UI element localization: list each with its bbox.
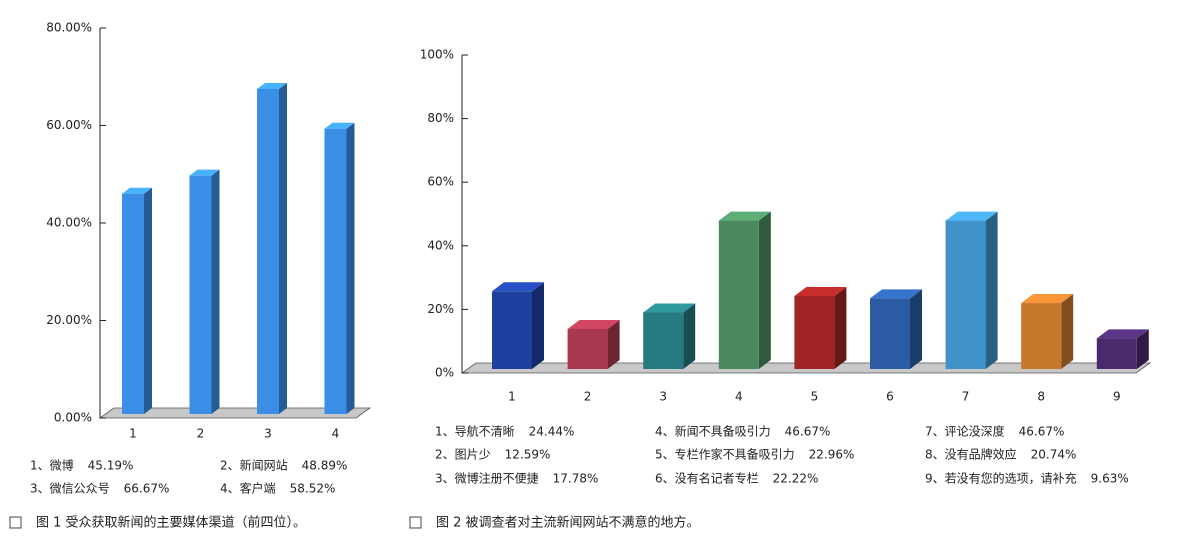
- bar-top: [718, 211, 771, 221]
- bar-side: [1061, 294, 1074, 369]
- y-tick-label: 60%: [427, 175, 454, 189]
- caption: 图 1 受众获取新闻的主要媒体渠道（前四位）。: [36, 515, 306, 531]
- y-tick-label: 40%: [427, 238, 454, 252]
- bar: [1096, 338, 1137, 369]
- legend-value: 22.96%: [809, 448, 855, 462]
- bar-side: [279, 82, 287, 414]
- bar: [257, 88, 279, 414]
- y-tick-label: 0%: [435, 366, 454, 380]
- bar-side: [683, 303, 696, 369]
- legend-value: 17.78%: [553, 472, 599, 486]
- legend-label: 9、若没有您的选项，请补充: [925, 471, 1077, 486]
- legend-label: 5、专栏作家不具备吸引力: [655, 447, 795, 462]
- bar-side: [834, 286, 847, 369]
- caption: 图 2 被调查者对主流新闻网站不满意的地方。: [436, 515, 700, 531]
- x-tick-label: 4: [735, 390, 743, 404]
- x-tick-label: 7: [962, 390, 970, 404]
- bar-top: [643, 303, 696, 313]
- bar-side: [607, 319, 620, 369]
- bar-side: [910, 289, 922, 369]
- legend-value: 22.22%: [773, 472, 819, 486]
- bar: [643, 312, 684, 369]
- bar: [945, 220, 986, 369]
- bar: [794, 295, 835, 369]
- legend-value: 48.89%: [302, 459, 348, 473]
- bar-side: [985, 211, 998, 369]
- legend-label: 1、微博: [30, 458, 74, 473]
- bar: [870, 298, 910, 369]
- x-tick-label: 6: [886, 390, 894, 404]
- bar-top: [492, 282, 544, 292]
- x-tick-label: 4: [332, 427, 340, 441]
- bar-side: [532, 282, 544, 369]
- bar: [324, 128, 347, 414]
- legend-label: 8、没有品牌效应: [925, 447, 1017, 462]
- x-tick-label: 1: [129, 427, 137, 441]
- legend-label: 4、客户端: [220, 481, 276, 496]
- legend-label: 3、微信公众号: [30, 482, 110, 496]
- bar-top: [1096, 329, 1149, 339]
- caption-box: [9, 516, 22, 529]
- legend-value: 45.19%: [88, 459, 134, 473]
- y-tick-label: 40.00%: [46, 216, 92, 230]
- y-tick-label: 20.00%: [46, 313, 92, 327]
- legend-value: 46.67%: [785, 425, 831, 439]
- x-tick-label: 8: [1037, 390, 1045, 404]
- bar: [189, 175, 212, 414]
- legend-label: 2、图片少: [435, 448, 491, 462]
- bar: [1021, 303, 1062, 369]
- legend-value: 46.67%: [1019, 425, 1065, 439]
- legend-label: 7、评论没深度: [925, 424, 1005, 439]
- caption-box: [409, 516, 422, 529]
- bar-side: [144, 187, 152, 414]
- legend-label: 4、新闻不具备吸引力: [655, 424, 771, 439]
- legend-value: 9.63%: [1091, 472, 1129, 486]
- bar-top: [324, 122, 355, 129]
- bar-top: [870, 289, 922, 299]
- y-tick-label: 80%: [427, 111, 454, 125]
- legend-value: 12.59%: [505, 448, 551, 462]
- legend-value: 58.52%: [290, 482, 336, 496]
- x-tick-label: 1: [508, 390, 516, 404]
- legend-label: 1、导航不清晰: [435, 424, 515, 439]
- legend-label: 3、微博注册不便捷: [435, 471, 539, 486]
- y-tick-label: 100%: [420, 48, 454, 62]
- bar-top: [122, 187, 152, 194]
- bar: [567, 328, 608, 369]
- y-tick-label: 20%: [427, 302, 454, 316]
- bar-side: [346, 122, 355, 414]
- y-tick-label: 0.00%: [54, 411, 92, 425]
- x-tick-label: 3: [659, 390, 667, 404]
- bar-side: [758, 211, 771, 369]
- bar-top: [1021, 294, 1074, 304]
- bar-side: [1136, 329, 1149, 369]
- floor: [98, 407, 372, 419]
- legend-value: 20.74%: [1031, 448, 1077, 462]
- bar-side: [211, 169, 220, 414]
- bar-top: [189, 169, 220, 176]
- x-tick-label: 9: [1113, 390, 1121, 404]
- legend-label: 2、新闻网站: [220, 458, 288, 473]
- legend-label: 6、没有名记者专栏: [655, 471, 759, 486]
- legend-value: 66.67%: [124, 482, 170, 496]
- bar: [492, 291, 532, 369]
- y-tick-label: 80.00%: [46, 21, 92, 35]
- bar: [122, 193, 144, 414]
- legend-value: 24.44%: [529, 425, 575, 439]
- x-tick-label: 2: [584, 390, 592, 404]
- x-tick-label: 3: [264, 427, 272, 441]
- bar-top: [794, 286, 847, 296]
- bar-top: [945, 211, 998, 221]
- y-tick-label: 60.00%: [46, 118, 92, 132]
- bar-top: [257, 82, 287, 89]
- bar-top: [567, 319, 620, 329]
- x-tick-label: 2: [197, 427, 205, 441]
- x-tick-label: 5: [811, 390, 819, 404]
- bar: [718, 220, 759, 369]
